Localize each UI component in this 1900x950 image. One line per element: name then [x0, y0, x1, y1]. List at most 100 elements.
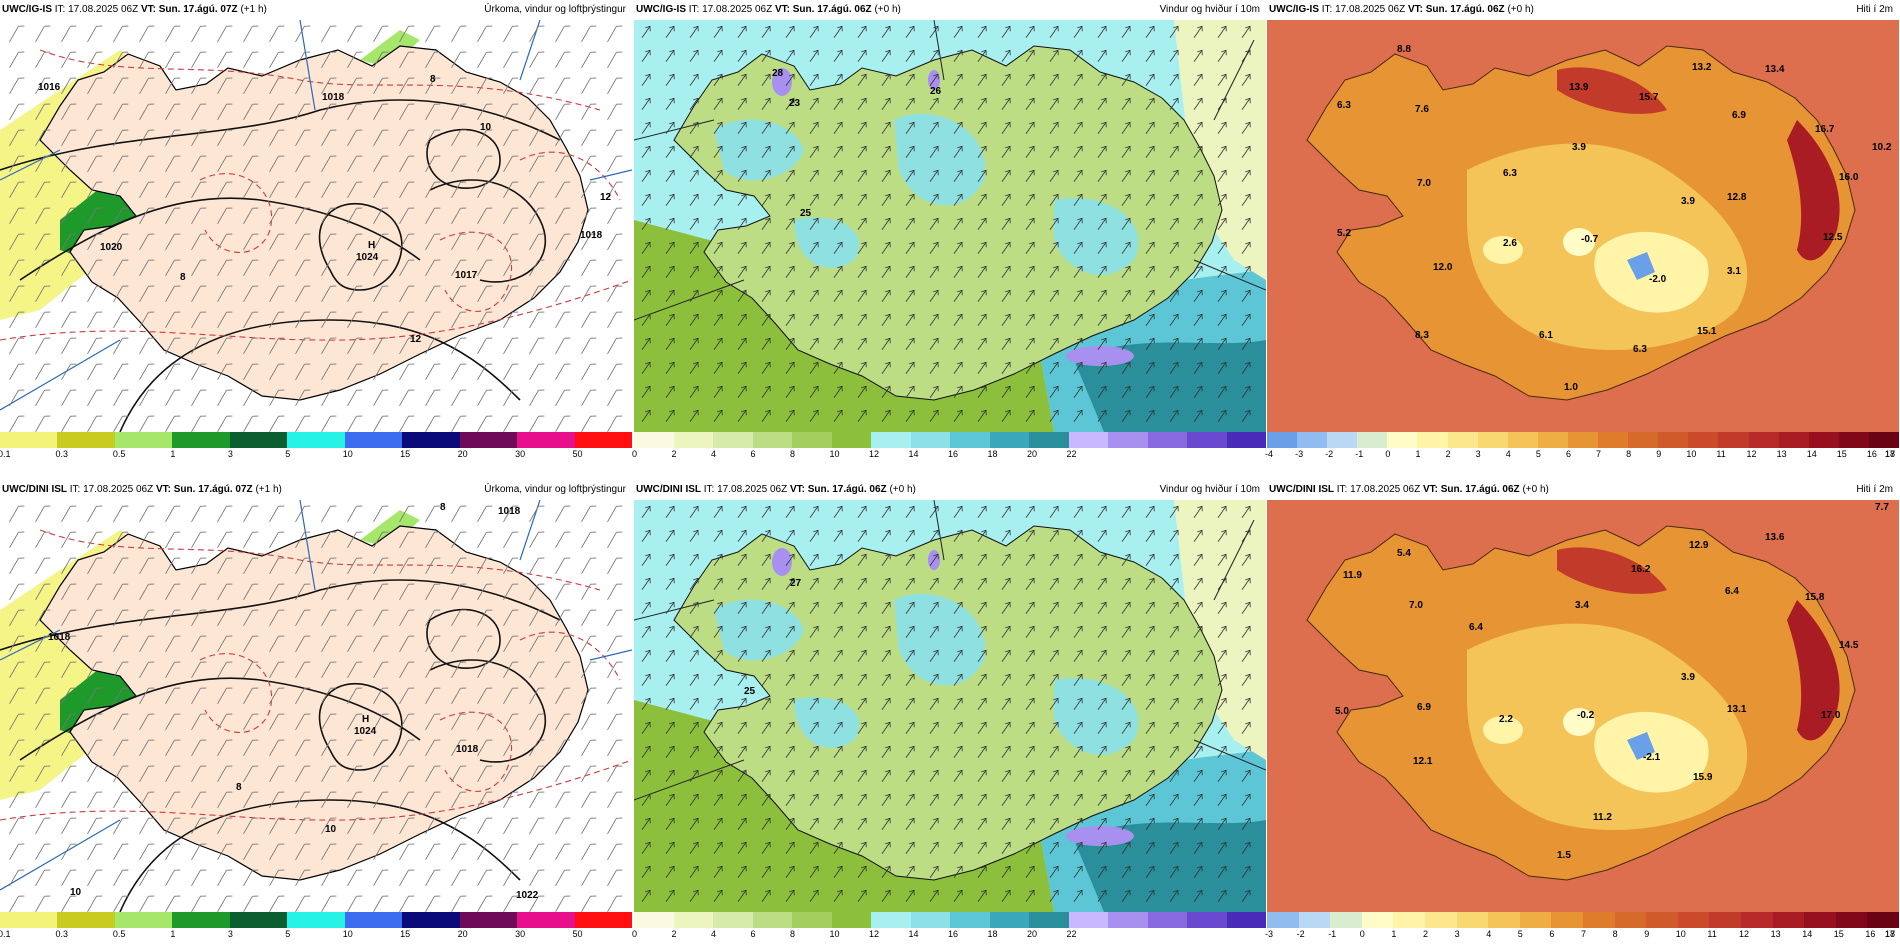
wind-arrow [785, 601, 795, 614]
wind-barb [35, 869, 51, 887]
wind-arrow [689, 745, 699, 758]
wind-barb [477, 207, 493, 225]
wind-arrow [1073, 241, 1083, 254]
wind-barb [321, 103, 337, 121]
panel-header: UWC/IG-IS IT: 17.08.2025 06Z VT: Sun. 17… [0, 0, 632, 20]
wind-barb [347, 661, 363, 679]
wind-arrow [905, 121, 915, 134]
wind-barb [425, 259, 441, 277]
wind-arrow [1217, 169, 1227, 182]
colorbar-swatch [1867, 912, 1899, 928]
wind-arrow [929, 841, 939, 854]
wind-arrow [1193, 385, 1203, 398]
wind-barb [217, 895, 233, 912]
wind-barb [581, 817, 597, 835]
wind-arrow [737, 697, 747, 710]
wind-arrow [689, 193, 699, 206]
wind-barb [61, 817, 77, 835]
wind-barb [191, 25, 207, 43]
wind-arrow [1241, 385, 1251, 398]
wind-arrow [833, 49, 843, 62]
wind-barb [581, 505, 597, 523]
wind-arrow [1241, 529, 1251, 542]
wind-barb [113, 557, 129, 575]
wind-barb [9, 817, 25, 835]
wind-arrow [1145, 385, 1155, 398]
colorbar-tick-label: 10 [829, 449, 840, 459]
wind-barb [503, 765, 519, 783]
wind-barb [243, 869, 259, 887]
map-value-label: 8 [440, 502, 446, 513]
wind-arrow [665, 97, 675, 110]
wind-arrow [1241, 49, 1251, 62]
wind-arrow [809, 577, 819, 590]
wind-barb [581, 285, 597, 303]
wind-barb [139, 129, 155, 147]
wind-barb [9, 843, 25, 861]
wind-barb [139, 259, 155, 277]
wind-arrow [761, 169, 771, 182]
map-value-label: -0.7 [1581, 234, 1599, 245]
colorbar-swatch [574, 912, 632, 928]
wind-arrow [737, 673, 747, 686]
wind-arrow [881, 241, 891, 254]
map-area[interactable]: 7.7 5.4 12.9 13.6 11.9 16.2 7.0 3.4 6.4 15.8 6.4 14… [1267, 500, 1899, 912]
wind-barb [347, 389, 363, 407]
wind-barb [61, 363, 77, 381]
wind-barb [269, 259, 285, 277]
model-name: UWC/DINI ISL [2, 484, 67, 495]
wind-arrow [737, 73, 747, 86]
colorbar-swatch [229, 912, 288, 928]
wind-arrow [833, 121, 843, 134]
wind-barb [451, 337, 467, 355]
map-area[interactable]: 8.8 6.3 7.6 13.9 15.7 13.2 13.4 6.9 16.7 10.2 16.0… [1267, 20, 1899, 432]
wind-barb [529, 687, 545, 705]
colorbar-tick-label: 20 [1027, 449, 1038, 459]
wind-arrow [905, 289, 915, 302]
colorbar-swatch [0, 912, 58, 928]
wind-arrow [641, 169, 651, 182]
colorbar-tick-label: 11 [1716, 449, 1726, 459]
wind-arrow [1169, 337, 1179, 350]
boundary-line [634, 20, 1266, 321]
wind-arrow [905, 337, 915, 350]
wind-arrow [761, 217, 771, 230]
wind-arrow [1121, 529, 1131, 542]
wind-barb [529, 635, 545, 653]
wind-arrow [785, 265, 795, 278]
wind-arrow [1097, 145, 1107, 158]
wind-arrow [761, 745, 771, 758]
wind-arrow [1145, 169, 1155, 182]
map-value-label: 5.4 [1397, 548, 1411, 559]
wind-barb [477, 791, 493, 809]
wind-arrow [1025, 193, 1035, 206]
wind-barb [373, 765, 389, 783]
wind-arrow [977, 745, 987, 758]
map-area[interactable]: H 1024 1018 1018 1018 1022 10 10 8 8 [0, 500, 632, 912]
map-area[interactable]: 28 23 26 25 [634, 20, 1266, 432]
wind-arrow [857, 817, 867, 830]
wind-barb [113, 713, 129, 731]
map-area[interactable]: 27 25 [634, 500, 1266, 912]
wind-arrow [1049, 361, 1059, 374]
wind-barb [607, 895, 623, 912]
colorbar-swatch [1709, 912, 1741, 928]
wind-arrow [809, 313, 819, 326]
wind-arrow [1193, 169, 1203, 182]
panel-title: Vindur og hviður í 10m [1159, 484, 1260, 495]
wind-barb [451, 739, 467, 757]
wind-arrow [1121, 337, 1131, 350]
wind-barb [425, 817, 441, 835]
wind-barb [581, 531, 597, 549]
wind-arrow [881, 265, 891, 278]
map-area[interactable]: H 1024 1017 1018 1016 1020 1018 10 12 12 8 8 [0, 20, 632, 432]
wind-barb [425, 415, 441, 432]
map-value-label: 11.9 [1343, 570, 1362, 581]
wind-arrow [665, 385, 675, 398]
wind-arrow [641, 25, 651, 38]
colorbar-tick-label: 2 [671, 449, 677, 459]
wind-barb [9, 791, 25, 809]
wind-barb [113, 181, 129, 199]
wind-barb [139, 155, 155, 173]
